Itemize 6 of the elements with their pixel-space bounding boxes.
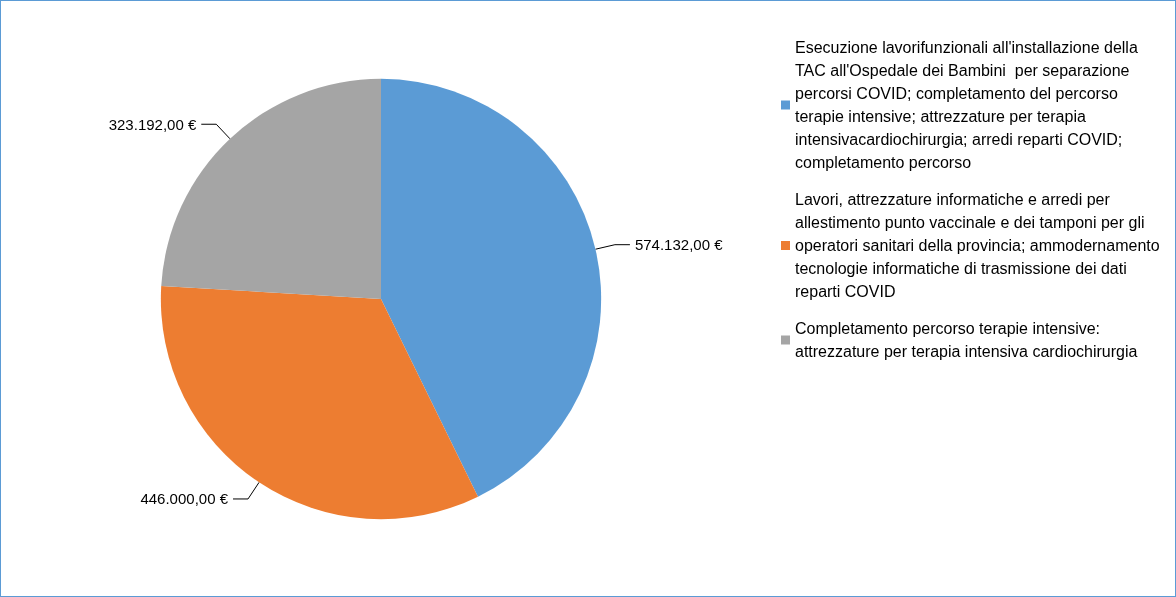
data-label: 446.000,00 € — [140, 490, 229, 508]
legend-label: Lavori, attrezzature informatiche e arredi per allestimento punto vaccinale e dei tamponi per gli operatori sanitari della provincia; ammodernamento tecnologie informatiche di trasmissione dei dati reparti COVID — [795, 191, 1165, 300]
data-label: 574.132,00 € — [634, 236, 724, 254]
data-label: 323.192,00 € — [108, 115, 197, 133]
legend-label: Completamento percorso terapie intensive: attrezzature per terapia intensiva cardiochirurgia — [795, 320, 1138, 360]
legend-label: Esecuzione lavorifunzionali all'installazione della TAC all'Ospedale dei Bambini per separazione percorsi COVID; completamento del percorso terapie intensive; attrezzature per terapia intensivacardiochirurgia; arredi reparti COVID; completamento percorso — [795, 39, 1143, 171]
